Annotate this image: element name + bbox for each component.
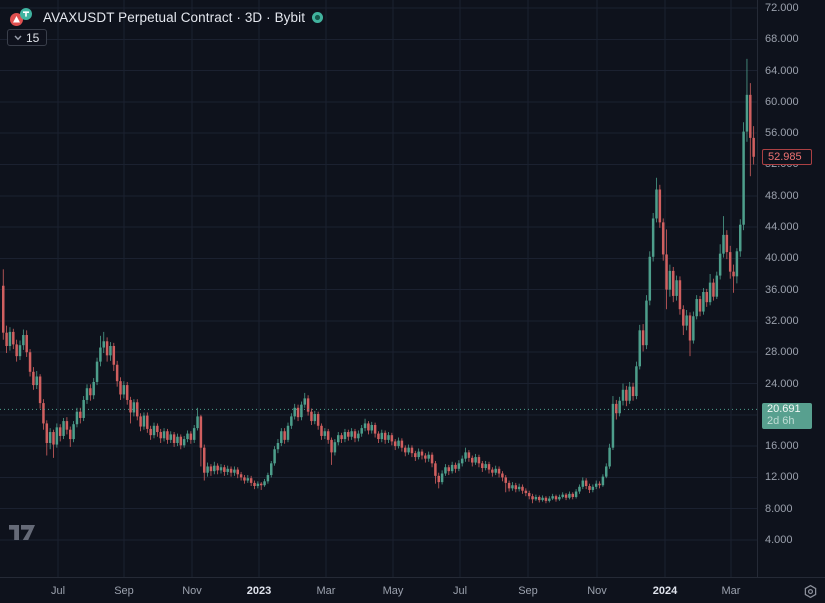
time-tick-year-label: 2023 bbox=[246, 585, 272, 597]
price-line-countdown-label: 20.691 2d 6h bbox=[762, 403, 812, 430]
avax-coin-icon bbox=[10, 13, 23, 26]
time-tick-month-label: Sep bbox=[518, 585, 538, 597]
time-tick-month-label: Nov bbox=[182, 585, 202, 597]
bar-close-countdown: 2d 6h bbox=[767, 414, 795, 427]
last-price-label: 52.985 bbox=[762, 148, 812, 165]
tradingview-logo[interactable] bbox=[8, 521, 36, 548]
price-tick-label: 8.000 bbox=[765, 502, 793, 515]
usdt-coin-icon bbox=[20, 8, 32, 20]
price-tick-label: 72.000 bbox=[765, 2, 799, 14]
price-tick-label: 60.000 bbox=[765, 95, 799, 108]
price-tick-label: 16.000 bbox=[765, 440, 799, 453]
time-tick-month-label: Jul bbox=[50, 585, 66, 597]
price-tick-label: 36.000 bbox=[765, 283, 799, 296]
price-tick-label: 24.000 bbox=[765, 377, 799, 390]
time-tick-month-label: Mar bbox=[721, 585, 741, 597]
price-tick-label: 32.000 bbox=[765, 314, 799, 327]
price-tick-label: 56.000 bbox=[765, 127, 799, 140]
axis-settings-icon[interactable] bbox=[803, 584, 818, 599]
time-tick-month-label: Mar bbox=[316, 585, 336, 597]
interval-badge-button[interactable]: 15 bbox=[7, 29, 48, 46]
time-tick-month-label: Nov bbox=[587, 585, 607, 597]
price-line-value: 20.691 bbox=[767, 403, 801, 416]
symbol-legend: AVAXUSDT Perpetual Contract · 3D · Bybit bbox=[8, 6, 324, 28]
time-tick-month-label: Sep bbox=[114, 585, 134, 597]
price-tick-label: 44.000 bbox=[765, 221, 799, 234]
symbol-pair-logo bbox=[8, 6, 36, 28]
interval-badge-value: 15 bbox=[26, 30, 40, 45]
price-tick-label: 64.000 bbox=[765, 64, 799, 77]
market-status-dot[interactable] bbox=[312, 11, 324, 23]
price-axis[interactable]: 52.985 20.691 2d 6h 72.000 68.000 64.000 60… bbox=[757, 0, 825, 577]
time-axis[interactable]: Jul Sep Nov 2023 Mar May Jul Sep Nov 2024 Mar bbox=[0, 577, 825, 603]
price-tick-label: 28.000 bbox=[765, 346, 799, 359]
candlestick-chart[interactable] bbox=[0, 0, 757, 577]
price-tick-label: 48.000 bbox=[765, 189, 799, 202]
chevron-down-icon bbox=[14, 35, 22, 40]
price-tick-label: 40.000 bbox=[765, 252, 799, 265]
time-tick-month-label: Jul bbox=[452, 585, 468, 597]
price-tick-label: 4.000 bbox=[765, 534, 793, 546]
chart-canvas[interactable]: AVAXUSDT Perpetual Contract · 3D · Bybit… bbox=[0, 0, 757, 577]
time-tick-year-label: 2024 bbox=[652, 585, 678, 597]
time-tick-month-label: May bbox=[382, 585, 404, 597]
price-tick-label: 12.000 bbox=[765, 471, 799, 484]
symbol-title[interactable]: AVAXUSDT Perpetual Contract · 3D · Bybit bbox=[43, 9, 306, 25]
price-tick-label: 68.000 bbox=[765, 33, 799, 46]
